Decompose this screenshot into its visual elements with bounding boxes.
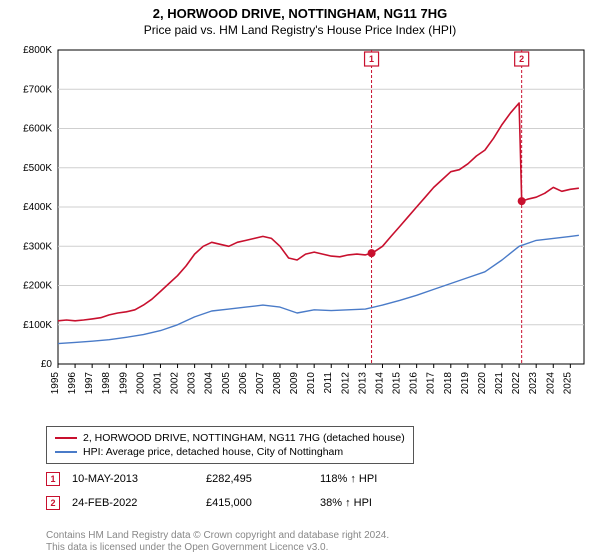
svg-text:2022: 2022 — [511, 372, 522, 395]
sale-price-1: £282,495 — [206, 473, 316, 485]
svg-text:£500K: £500K — [23, 163, 52, 174]
svg-text:2011: 2011 — [323, 372, 334, 394]
svg-text:2016: 2016 — [409, 372, 420, 395]
legend-label-hpi: HPI: Average price, detached house, City… — [83, 445, 343, 459]
footer-line-2: This data is licensed under the Open Gov… — [46, 542, 389, 554]
svg-text:£800K: £800K — [23, 45, 52, 56]
legend-swatch-price-paid — [55, 437, 77, 439]
legend-swatch-hpi — [55, 451, 77, 453]
sale-pct-1: 118% ↑ HPI — [320, 473, 430, 485]
svg-text:2010: 2010 — [306, 372, 317, 395]
svg-text:2008: 2008 — [272, 372, 283, 395]
svg-text:2020: 2020 — [477, 372, 488, 395]
sale-marker-1: 1 — [46, 472, 60, 486]
svg-text:£700K: £700K — [23, 84, 52, 95]
sale-record-1: 1 10-MAY-2013 £282,495 118% ↑ HPI — [46, 472, 430, 486]
sale-price-2: £415,000 — [206, 497, 316, 509]
svg-text:2017: 2017 — [426, 372, 437, 395]
sale-record-2: 2 24-FEB-2022 £415,000 38% ↑ HPI — [46, 496, 430, 510]
chart-area: £0 £100K £200K £300K £400K £500K £600K £700K £80… — [8, 44, 592, 414]
chart-svg: £0 £100K £200K £300K £400K £500K £600K £700K £80… — [8, 44, 592, 414]
svg-text:2021: 2021 — [494, 372, 505, 395]
svg-text:2018: 2018 — [443, 372, 454, 395]
svg-text:2003: 2003 — [187, 372, 198, 395]
footer-line-1: Contains HM Land Registry data © Crown c… — [46, 530, 389, 542]
svg-text:£400K: £400K — [23, 202, 52, 213]
svg-text:£0: £0 — [41, 359, 53, 370]
svg-text:2007: 2007 — [255, 372, 266, 395]
svg-text:2: 2 — [519, 54, 524, 64]
chart-subtitle: Price paid vs. HM Land Registry's House … — [0, 21, 600, 41]
legend: 2, HORWOOD DRIVE, NOTTINGHAM, NG11 7HG (… — [46, 426, 414, 464]
svg-text:2009: 2009 — [289, 372, 300, 395]
svg-text:2024: 2024 — [545, 372, 556, 395]
svg-text:2015: 2015 — [392, 372, 403, 395]
legend-row-hpi: HPI: Average price, detached house, City… — [55, 445, 405, 459]
svg-text:2014: 2014 — [374, 372, 385, 395]
svg-text:1996: 1996 — [67, 372, 78, 395]
svg-text:£200K: £200K — [23, 281, 52, 292]
svg-text:£600K: £600K — [23, 124, 52, 135]
svg-text:1995: 1995 — [50, 372, 61, 395]
svg-text:2013: 2013 — [357, 372, 368, 395]
svg-text:2002: 2002 — [170, 372, 181, 395]
footer-attribution: Contains HM Land Registry data © Crown c… — [46, 530, 389, 554]
sale-pct-2: 38% ↑ HPI — [320, 497, 430, 509]
chart-title: 2, HORWOOD DRIVE, NOTTINGHAM, NG11 7HG — [0, 0, 600, 21]
svg-text:2005: 2005 — [221, 372, 232, 395]
svg-text:1998: 1998 — [101, 372, 112, 395]
legend-row-price-paid: 2, HORWOOD DRIVE, NOTTINGHAM, NG11 7HG (… — [55, 431, 405, 445]
svg-text:£100K: £100K — [23, 320, 52, 331]
svg-text:1999: 1999 — [118, 372, 129, 395]
svg-text:1: 1 — [369, 54, 374, 64]
svg-text:2019: 2019 — [460, 372, 471, 395]
svg-text:2004: 2004 — [204, 372, 215, 395]
svg-text:£300K: £300K — [23, 241, 52, 252]
svg-text:2025: 2025 — [562, 372, 573, 395]
svg-text:2023: 2023 — [528, 372, 539, 395]
svg-text:1997: 1997 — [84, 372, 95, 395]
svg-text:2012: 2012 — [340, 372, 351, 395]
sale-marker-2: 2 — [46, 496, 60, 510]
svg-text:2000: 2000 — [135, 372, 146, 395]
sale-date-2: 24-FEB-2022 — [72, 497, 202, 509]
chart-container: 2, HORWOOD DRIVE, NOTTINGHAM, NG11 7HG P… — [0, 0, 600, 560]
svg-text:2006: 2006 — [238, 372, 249, 395]
legend-label-price-paid: 2, HORWOOD DRIVE, NOTTINGHAM, NG11 7HG (… — [83, 431, 405, 445]
sale-date-1: 10-MAY-2013 — [72, 473, 202, 485]
svg-text:2001: 2001 — [152, 372, 163, 395]
